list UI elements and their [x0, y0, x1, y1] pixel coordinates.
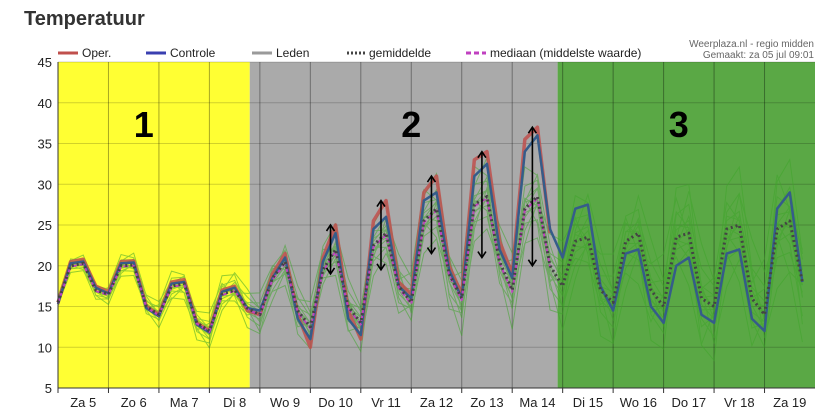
zone-labels: 1 2 3 [134, 104, 689, 145]
x-tick-label: Wo 16 [620, 395, 657, 410]
series-line-controle [56, 134, 804, 341]
x-tick-label: Ma 7 [170, 395, 199, 410]
arrow-head [527, 125, 538, 134]
arrow-head [325, 223, 336, 232]
arrow-head [325, 267, 336, 276]
y-tick-label: 35 [38, 137, 52, 152]
arrow-head [426, 174, 437, 183]
axes: 5 10 15 20 25 30 35 40 45 Za 5 Zo 6 Ma 7 Di 8 Wo 9 Do … [38, 55, 815, 410]
x-tick-label: Vr 11 [371, 395, 401, 410]
x-tick-label: Za 12 [420, 395, 453, 410]
y-tick-label: 5 [45, 381, 52, 396]
x-tick-label: Za 19 [773, 395, 806, 410]
credit-block: Weerplaza.nl - regio midden Gemaakt: za … [689, 39, 814, 61]
ensemble-member-line [57, 165, 803, 347]
ensemble-member-line [57, 174, 803, 344]
x-tick-label: Di 8 [223, 395, 246, 410]
arrow-head [376, 263, 386, 272]
y-tick-label: 20 [38, 259, 52, 274]
range-arrows [325, 125, 538, 276]
ensemble-member-line [57, 189, 803, 328]
x-tick-label: Zo 13 [470, 395, 503, 410]
legend: Oper. Controle Leden gemiddelde mediaan (mid… [58, 46, 641, 60]
y-tick-label: 30 [38, 177, 52, 192]
zone-label: 1 [134, 104, 154, 145]
y-tick-label: 15 [38, 300, 52, 315]
x-tick-label: Do 10 [318, 395, 353, 410]
legend-label: Leden [276, 46, 309, 60]
x-tick-label: Za 5 [70, 395, 96, 410]
credit-line-2: Gemaakt: za 05 jul 09:01 [703, 50, 815, 61]
arrow-head [527, 259, 538, 268]
zone-label: 3 [669, 104, 689, 145]
y-tick-label: 40 [38, 96, 52, 111]
ensemble-member-line [57, 188, 803, 332]
ensemble-member-line [57, 155, 803, 362]
x-tick-label: Ma 14 [519, 395, 555, 410]
y-tick-label: 25 [38, 218, 52, 233]
x-tick-label: Do 17 [671, 395, 706, 410]
arrow-head [426, 247, 437, 255]
arrow-head [477, 150, 487, 159]
zone-2 [249, 62, 558, 388]
x-tick-label: Zo 6 [121, 395, 147, 410]
legend-label: Controle [170, 46, 216, 60]
series-lines [56, 125, 804, 349]
x-tick-label: Vr 18 [724, 395, 755, 410]
arrow-head [376, 199, 386, 207]
y-tick-label: 10 [38, 340, 52, 355]
ensemble-member-line [57, 197, 803, 336]
legend-label: Oper. [82, 46, 111, 60]
credit-line-1: Weerplaza.nl - regio midden [689, 39, 814, 50]
legend-label: mediaan (middelste waarde) [490, 46, 641, 60]
zone-label: 2 [401, 104, 421, 145]
legend-label: gemiddelde [369, 46, 431, 60]
zone-1 [58, 62, 250, 388]
x-tick-label: Wo 9 [270, 395, 300, 410]
x-tick-label: Di 15 [573, 395, 603, 410]
y-tick-label: 45 [38, 55, 52, 70]
page-title: Temperatuur [24, 8, 145, 30]
arrow-head [477, 251, 487, 260]
